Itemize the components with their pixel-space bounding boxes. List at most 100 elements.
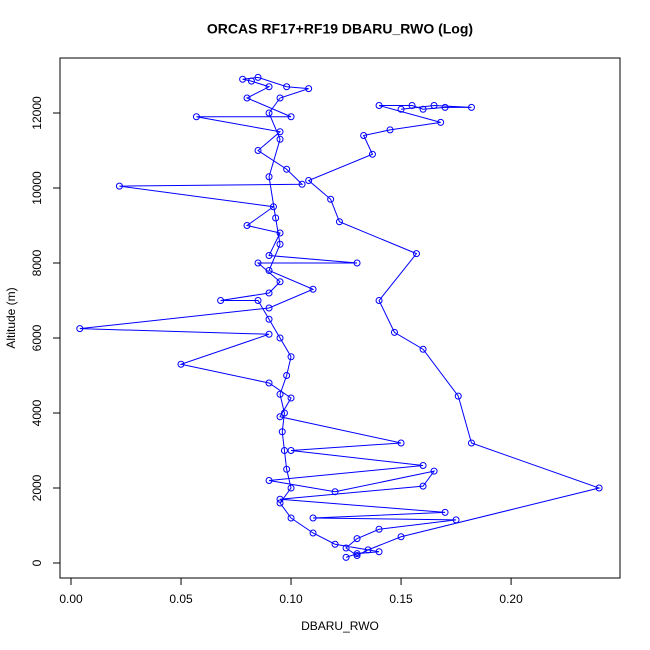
data-point [467,103,475,111]
x-axis-label: DBARU_RWO [301,619,379,633]
data-point [287,484,295,492]
data-point [309,514,317,522]
data-point [278,428,286,436]
data-point [430,467,438,475]
data-point [276,128,284,136]
data-point [364,546,372,554]
y-axis-label: Altitude (m) [4,287,18,348]
data-point [254,73,262,81]
data-point [595,484,603,492]
data-point [276,135,284,143]
data-point [276,499,284,507]
data-point [441,508,449,516]
x-tick-label: 0.15 [389,592,413,606]
data-point [276,278,284,286]
data-point [265,109,273,117]
data-point [115,182,123,190]
data-point [265,289,273,297]
data-point [287,353,295,361]
y-tick-label: 6000 [30,324,44,351]
data-point [265,252,273,260]
plot-frame [59,57,621,579]
data-point [283,465,291,473]
data-point [454,392,462,400]
y-tick-label: 0 [30,559,44,566]
data-point [265,379,273,387]
data-point [467,439,475,447]
x-tick-label: 0.00 [59,592,83,606]
data-point [331,488,339,496]
data-point [192,113,200,121]
data-point [441,103,449,111]
data-point [217,297,225,305]
data-point [335,218,343,226]
data-point [375,297,383,305]
data-point [353,552,361,560]
data-point [76,325,84,333]
data-point [276,390,284,398]
data-point [254,297,262,305]
data-point [265,267,273,275]
data-point [298,180,306,188]
data-point [368,150,376,158]
data-point [419,482,427,490]
data-point [342,544,350,552]
data-point [419,345,427,353]
data-point [287,447,295,455]
data-point [397,105,405,113]
y-tick-label: 2000 [30,474,44,501]
data-point [265,315,273,323]
x-tick-label: 0.10 [279,592,303,606]
data-point [276,413,284,421]
data-point [390,328,398,336]
data-point [287,113,295,121]
data-point [177,360,185,368]
data-point [283,372,291,380]
data-point [419,105,427,113]
data-point [386,126,394,134]
x-tick-label: 0.05 [169,592,193,606]
data-point [269,203,277,211]
data-point [280,409,288,417]
y-tick-label: 4000 [30,399,44,426]
data-point [276,495,284,503]
data-point [254,147,262,155]
data-point [430,102,438,110]
data-point [287,514,295,522]
data-point [375,525,383,533]
data-point [276,229,284,237]
data-point [397,439,405,447]
data-point [283,165,291,173]
data-point [265,83,273,91]
data-point [437,118,445,126]
data-point [419,462,427,470]
data-point [408,102,416,110]
data-point [272,214,280,222]
data-point [239,75,247,83]
chart-title: ORCAS RF17+RF19 DBARU_RWO (Log) [207,21,473,37]
data-point [305,85,313,93]
data-point [375,102,383,110]
data-point [353,550,361,558]
data-point [243,94,251,102]
data-point [276,334,284,342]
data-point [452,516,460,524]
data-point [287,394,295,402]
data-point [305,177,313,185]
data-point [353,535,361,543]
data-point [412,250,420,258]
data-point [280,447,288,455]
data-point [309,285,317,293]
data-point [243,222,251,230]
data-point [283,83,291,91]
data-point [265,304,273,312]
data-point [265,477,273,485]
data-point [276,94,284,102]
data-point [327,195,335,203]
y-tick-label: 8000 [30,249,44,276]
y-tick-label: 12000 [30,96,44,130]
data-point [265,173,273,181]
y-tick-label: 10000 [30,171,44,205]
data-point [247,77,255,85]
